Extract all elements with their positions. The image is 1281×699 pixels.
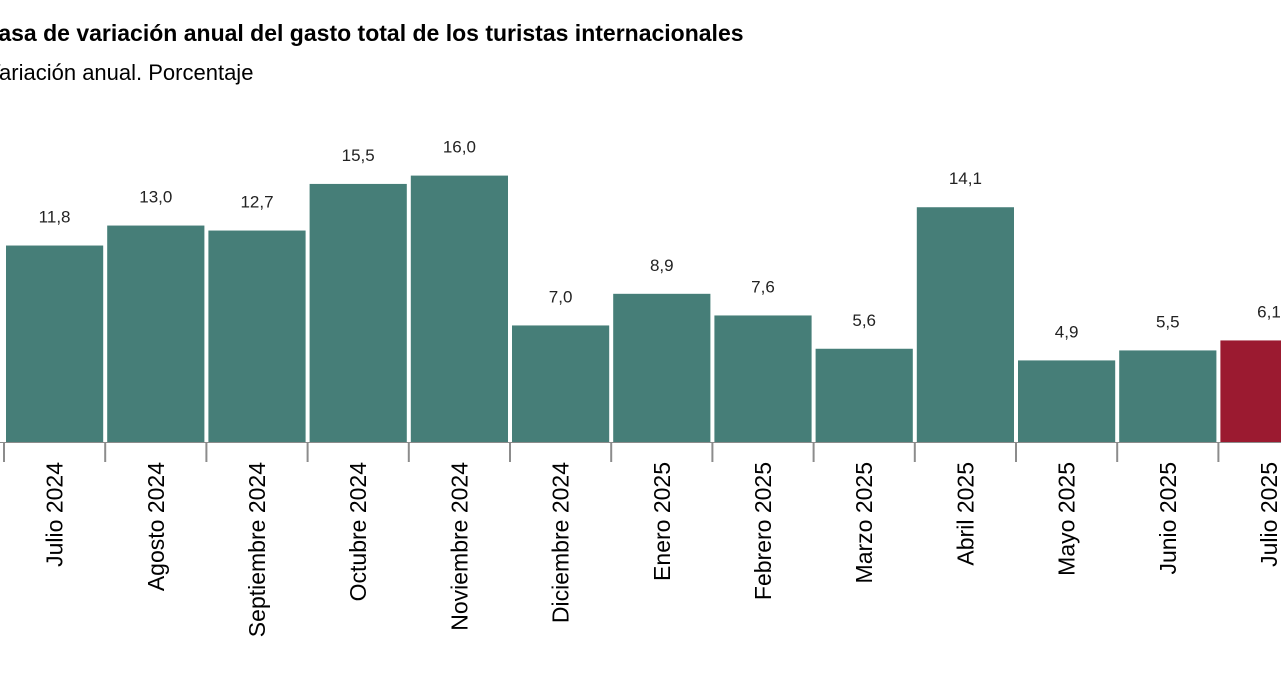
data-label-6: 7,0 [549, 287, 573, 306]
bar-7 [613, 293, 711, 442]
bar-11 [1018, 360, 1116, 442]
chart-title: Tasa de variación anual del gasto total … [0, 20, 744, 46]
bar-10 [916, 207, 1014, 442]
x-tick-label-1: Julio 2024 [42, 462, 68, 567]
x-tick-label-4: Octubre 2024 [345, 462, 371, 602]
bar-5 [410, 175, 508, 442]
data-label-9: 5,6 [852, 311, 876, 330]
data-label-10: 14,1 [949, 169, 982, 188]
x-tick-label-6: Diciembre 2024 [548, 462, 574, 623]
bar-13 [1220, 340, 1281, 442]
data-label-3: 12,7 [240, 193, 273, 212]
bar-1 [6, 245, 104, 442]
bar-4 [309, 183, 407, 443]
bar-12 [1119, 350, 1217, 442]
x-tick-label-7: Enero 2025 [649, 462, 675, 581]
bar-2 [107, 225, 205, 442]
data-label-12: 5,5 [1156, 312, 1180, 331]
data-label-13: 6,1 [1257, 302, 1281, 321]
x-tick-label-8: Febrero 2025 [750, 462, 776, 600]
x-tick-label-3: Septiembre 2024 [244, 462, 270, 637]
data-label-7: 8,9 [650, 256, 674, 275]
data-label-4: 15,5 [342, 146, 375, 165]
x-tick-label-13: Julio 2025 [1256, 462, 1281, 567]
x-tick-label-10: Abril 2025 [952, 462, 978, 566]
x-tick-label-5: Noviembre 2024 [446, 462, 472, 631]
x-tick-label-2: Agosto 2024 [143, 462, 169, 591]
bar-6 [512, 325, 610, 442]
bar-3 [208, 230, 306, 442]
x-tick-label-12: Junio 2025 [1155, 462, 1181, 575]
data-label-8: 7,6 [751, 277, 775, 296]
data-label-5: 16,0 [443, 138, 476, 157]
bar-9 [815, 348, 913, 442]
bar-8 [714, 315, 812, 442]
data-label-1: 11,8 [39, 208, 71, 227]
chart-subtitle: Variación anual. Porcentaje [0, 60, 254, 85]
x-tick-label-9: Marzo 2025 [851, 462, 877, 583]
x-tick-label-11: Mayo 2025 [1054, 462, 1080, 576]
data-label-2: 13,0 [139, 188, 172, 207]
data-label-11: 4,9 [1055, 322, 1079, 341]
